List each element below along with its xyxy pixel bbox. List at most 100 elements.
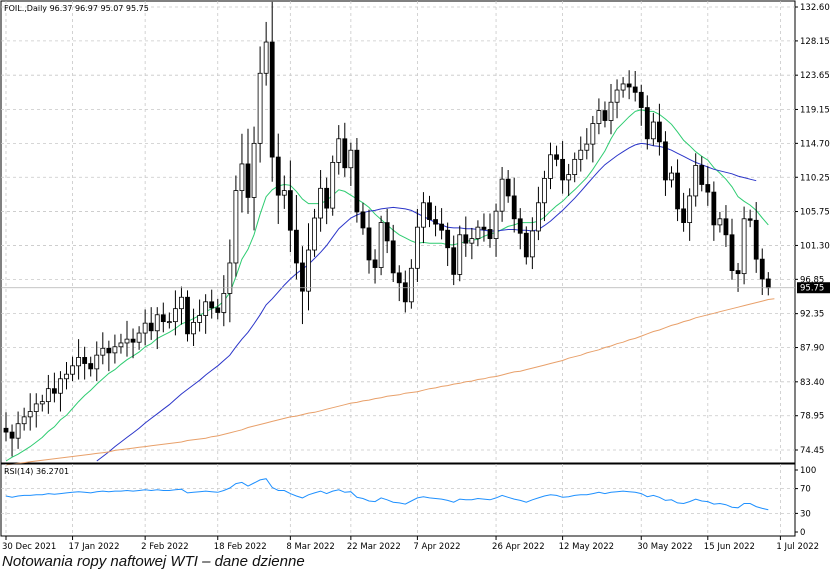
candle-body: [287, 190, 293, 231]
candle: [112, 334, 118, 364]
candle-body: [15, 423, 21, 439]
candle-body: [293, 229, 299, 264]
candle: [505, 170, 511, 203]
candle: [493, 203, 499, 257]
candle-body: [620, 83, 626, 91]
candle: [614, 79, 620, 119]
candle: [650, 112, 656, 146]
candle-body: [711, 191, 717, 226]
candle-body: [251, 142, 257, 198]
candle: [330, 155, 336, 216]
rsi-tick-label: 70: [800, 485, 811, 495]
candle: [687, 188, 693, 241]
candle-body: [45, 388, 51, 403]
candle: [179, 286, 184, 325]
candle-body: [723, 218, 729, 236]
candle-body: [475, 226, 481, 239]
candle-body: [517, 218, 523, 234]
candle: [638, 84, 644, 126]
candle-body: [215, 307, 221, 313]
date-tick-label: 30 Dec 2021: [2, 542, 56, 552]
rsi-panel: [0, 463, 796, 537]
candle-body: [239, 163, 245, 191]
candle-body: [439, 223, 445, 231]
candle: [70, 356, 75, 382]
rsi-tick-label: 0: [800, 528, 805, 538]
candle-body: [148, 322, 154, 332]
candle: [511, 177, 517, 233]
candle-body: [644, 107, 650, 140]
candle: [705, 166, 711, 206]
candle-body: [354, 149, 360, 213]
candle: [747, 209, 753, 228]
candle-body: [33, 403, 39, 412]
candle-body: [390, 240, 396, 274]
candle: [421, 192, 426, 244]
candle: [166, 312, 172, 329]
candle-body: [765, 278, 771, 289]
last-price-label: 95.75: [800, 284, 824, 294]
candle: [64, 362, 69, 390]
candle: [517, 208, 523, 250]
candle-body: [408, 267, 414, 303]
candle-body: [166, 321, 172, 324]
candle: [172, 290, 178, 336]
candle-body: [233, 190, 239, 264]
candle: [366, 209, 372, 274]
candle: [94, 341, 100, 382]
candle-body: [179, 296, 184, 310]
candle: [148, 307, 154, 340]
candle: [536, 186, 541, 241]
date-tick-label: 15 Jun 2022: [704, 542, 755, 552]
candle-body: [463, 234, 469, 244]
candle-body: [318, 187, 324, 219]
candle-body: [536, 202, 541, 232]
candle-body: [427, 202, 432, 220]
candle: [693, 153, 699, 207]
candle: [378, 215, 384, 276]
candle-body: [124, 338, 130, 344]
candle: [293, 195, 299, 280]
candle: [445, 222, 451, 267]
candle: [9, 424, 15, 457]
candle-body: [675, 172, 680, 210]
candle-body: [457, 234, 463, 275]
rsi-line: [5, 478, 769, 511]
chart-svg: 74.45 78.95 83.40 87.90 92.35 96.85 101.30 105.…: [0, 0, 830, 553]
candle: [239, 133, 245, 213]
candle: [657, 103, 662, 156]
rsi-tick-label: 30: [800, 509, 811, 519]
candle-body: [221, 293, 227, 313]
price-tick-label: 83.40: [800, 378, 824, 388]
candle-body: [300, 262, 305, 292]
candle: [191, 308, 196, 347]
candle: [402, 270, 408, 313]
candle: [300, 246, 305, 325]
date-tick-label: 18 Feb 2022: [214, 542, 267, 552]
candle: [160, 302, 166, 333]
candle-body: [191, 321, 196, 335]
candle-body: [82, 357, 88, 364]
candle: [76, 339, 81, 380]
candle: [681, 192, 686, 232]
candle-body: [70, 365, 75, 375]
candle: [88, 356, 94, 377]
candle-body: [753, 219, 759, 260]
price-grid: [1, 1, 795, 463]
candle: [596, 98, 602, 135]
candle-body: [596, 110, 602, 124]
candle-body: [614, 89, 620, 103]
candle-body: [572, 158, 578, 176]
candle-body: [197, 315, 203, 323]
candle: [475, 220, 481, 247]
candle: [39, 394, 45, 412]
rsi-series-line: [5, 478, 769, 511]
candle: [560, 141, 565, 194]
candle-body: [650, 121, 656, 140]
candle: [275, 133, 281, 224]
candle-body: [493, 210, 499, 239]
price-tick-label: 132.60: [800, 3, 830, 13]
candle: [227, 239, 233, 323]
candle-body: [560, 158, 565, 181]
candle: [675, 159, 680, 222]
